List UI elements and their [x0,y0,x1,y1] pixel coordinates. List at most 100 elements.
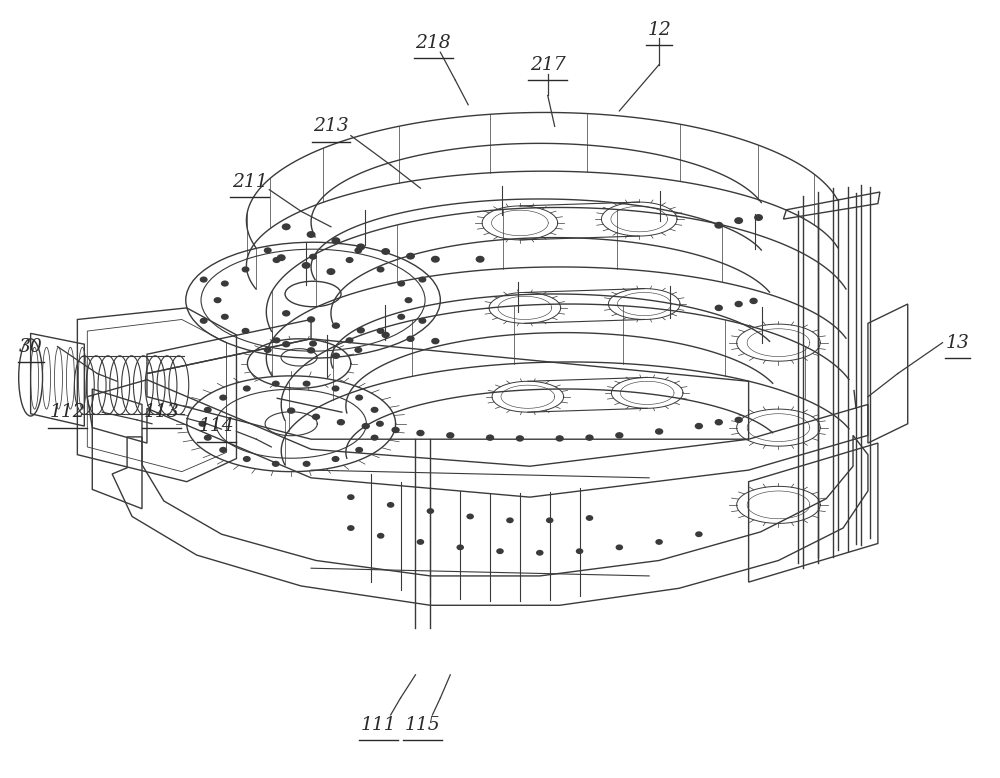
Circle shape [377,533,384,538]
Text: 113: 113 [144,403,180,421]
Circle shape [418,276,426,282]
Circle shape [347,494,355,500]
Circle shape [616,545,623,550]
Circle shape [272,380,280,387]
Circle shape [264,247,272,254]
Circle shape [381,248,390,255]
Circle shape [272,461,280,467]
Circle shape [332,385,340,391]
Circle shape [354,247,362,254]
Circle shape [221,280,229,286]
Circle shape [243,456,251,462]
Text: 213: 213 [313,117,349,135]
Circle shape [307,231,316,238]
Circle shape [303,380,311,387]
Circle shape [277,254,286,261]
Circle shape [715,305,723,311]
Circle shape [282,223,291,230]
Circle shape [355,394,363,401]
Circle shape [586,515,593,521]
Circle shape [307,316,315,323]
Circle shape [427,508,434,514]
Text: 112: 112 [50,403,85,421]
Circle shape [749,298,758,304]
Text: 30: 30 [19,338,42,356]
Text: 111: 111 [361,716,396,734]
Circle shape [546,517,554,524]
Circle shape [309,254,317,260]
Circle shape [486,434,494,441]
Circle shape [332,352,340,359]
Circle shape [371,407,379,413]
Circle shape [377,266,385,272]
Circle shape [282,341,290,348]
Circle shape [397,280,405,286]
Circle shape [219,447,227,453]
Circle shape [655,428,663,435]
Circle shape [357,327,365,334]
Circle shape [355,447,363,453]
Circle shape [456,545,464,550]
Circle shape [734,301,743,307]
Circle shape [695,531,703,537]
Circle shape [282,310,290,317]
Circle shape [406,253,415,260]
Circle shape [309,341,317,347]
Circle shape [331,237,340,244]
Circle shape [417,539,424,545]
Circle shape [715,419,723,426]
Circle shape [200,317,208,324]
Circle shape [714,222,723,229]
Circle shape [734,217,743,224]
Circle shape [695,422,703,429]
Circle shape [734,417,743,423]
Circle shape [264,347,272,353]
Circle shape [332,456,340,462]
Circle shape [204,435,212,441]
Circle shape [312,414,320,420]
Circle shape [219,394,227,401]
Circle shape [198,421,206,427]
Circle shape [431,256,440,263]
Circle shape [496,548,504,554]
Circle shape [302,262,311,269]
Text: 217: 217 [530,55,566,74]
Circle shape [397,314,405,320]
Circle shape [221,314,229,320]
Circle shape [576,548,583,554]
Circle shape [303,461,311,467]
Circle shape [362,422,370,429]
Circle shape [346,257,354,263]
Circle shape [273,257,280,263]
Circle shape [307,347,315,354]
Circle shape [405,297,412,303]
Circle shape [516,435,524,442]
Circle shape [431,338,440,345]
Circle shape [555,435,564,442]
Circle shape [354,347,362,353]
Circle shape [506,517,514,524]
Circle shape [242,328,250,334]
Circle shape [655,539,663,545]
Circle shape [200,276,208,282]
Text: 218: 218 [416,34,451,52]
Circle shape [346,337,354,343]
Circle shape [585,434,594,441]
Circle shape [391,426,400,433]
Circle shape [376,421,384,427]
Circle shape [466,513,474,520]
Circle shape [418,317,426,324]
Text: 12: 12 [647,21,671,39]
Circle shape [332,322,340,329]
Circle shape [242,266,250,272]
Circle shape [326,268,335,275]
Text: 13: 13 [946,334,969,352]
Circle shape [536,550,544,555]
Circle shape [381,331,390,338]
Circle shape [416,429,425,436]
Circle shape [243,385,251,391]
Circle shape [287,408,295,414]
Circle shape [214,297,222,303]
Circle shape [347,525,355,531]
Circle shape [446,432,454,439]
